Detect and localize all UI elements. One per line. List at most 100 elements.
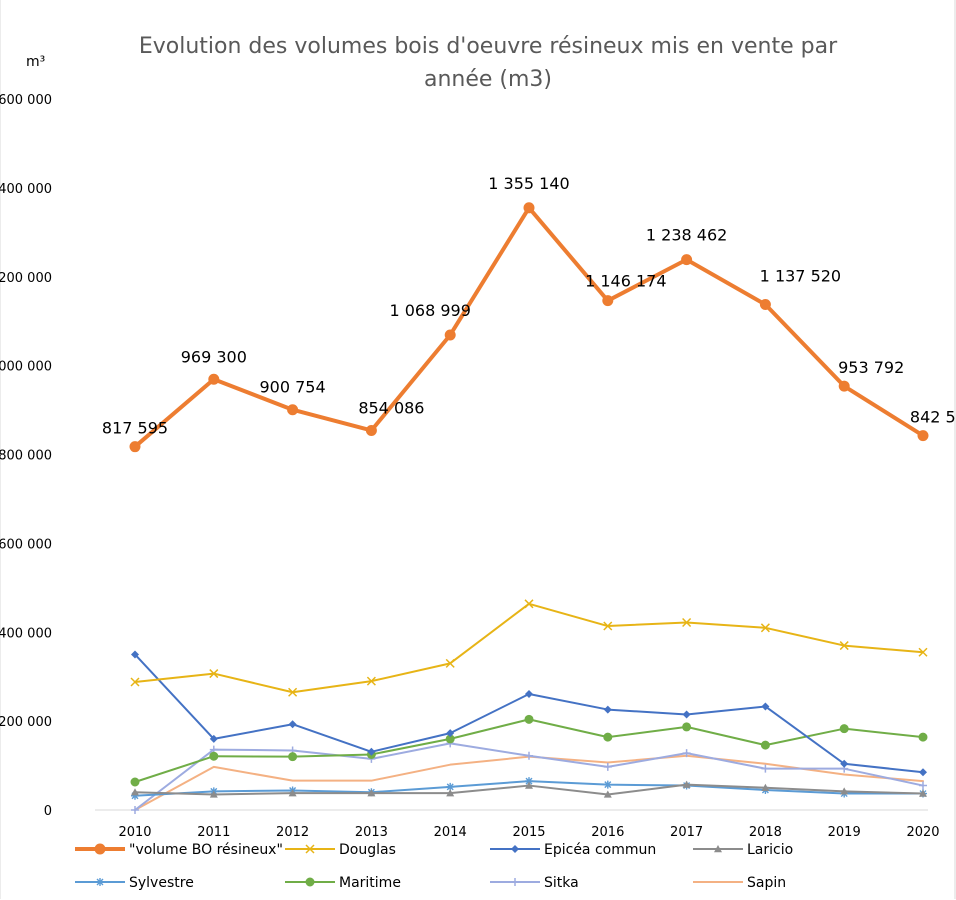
data-label: 1 238 462 <box>646 226 727 245</box>
x-tick-label: 2019 <box>828 825 861 840</box>
data-label: 817 595 <box>102 419 168 438</box>
data-point-maritime <box>524 714 534 724</box>
data-point-maritime <box>130 777 140 787</box>
y-tick-label: 800 000 <box>0 449 52 464</box>
data-point-douglas <box>682 617 692 628</box>
data-point-volume-bo-resineux <box>287 404 299 416</box>
data-label: 1 068 999 <box>389 301 470 320</box>
series-douglas <box>130 599 928 697</box>
series-line-douglas <box>134 602 924 694</box>
data-point-maritime <box>209 751 219 761</box>
data-point-laricio <box>603 790 612 798</box>
x-tick-label: 2016 <box>591 825 624 840</box>
data-point-douglas <box>603 621 613 631</box>
legend-label-laricio: Laricio <box>747 842 793 858</box>
data-label: 969 300 <box>181 347 247 366</box>
data-point-epicea-commun <box>446 729 455 738</box>
legend-marker-sitka <box>511 878 519 886</box>
data-point-sitka <box>603 762 612 771</box>
data-point-sylvestre <box>446 782 455 791</box>
x-tick-label: 2018 <box>749 825 782 840</box>
data-point-douglas <box>288 687 298 697</box>
data-point-sylvestre <box>603 780 612 789</box>
x-tick-label: 2014 <box>434 825 467 840</box>
data-point-laricio <box>919 789 927 797</box>
data-point-volume-bo-resineux <box>523 202 535 214</box>
data-point-volume-bo-resineux <box>444 329 456 341</box>
data-point-epicea-commun <box>919 768 927 777</box>
x-tick-label: 2010 <box>118 825 151 840</box>
data-point-volume-bo-resineux <box>129 441 141 453</box>
x-tick-label: 2012 <box>276 825 309 840</box>
legend-item-volume-bo-resineux: "volume BO résineux" <box>75 842 283 858</box>
data-point-douglas <box>760 623 770 633</box>
data-point-epicea-commun <box>840 759 849 768</box>
data-point-sitka <box>525 751 533 760</box>
data-point-sylvestre <box>131 791 139 800</box>
data-point-epicea-commun <box>525 690 533 699</box>
data-point-maritime <box>682 722 692 732</box>
data-point-epicea-commun <box>682 710 691 719</box>
legend-marker-epicea-commun <box>511 845 519 853</box>
legend-label-douglas: Douglas <box>339 842 396 858</box>
data-point-maritime <box>288 752 298 762</box>
data-point-douglas <box>918 647 928 657</box>
series-sitka <box>131 739 927 814</box>
data-point-volume-bo-resineux <box>759 299 771 311</box>
data-point-laricio <box>761 783 770 791</box>
y-tick-label: 0 <box>44 804 52 819</box>
data-point-douglas <box>209 669 219 679</box>
data-point-maritime <box>760 740 770 750</box>
y-tick-label: 200 000 <box>0 715 52 730</box>
x-tick-label: 2013 <box>355 825 388 840</box>
x-axis: 2010 2011 2012 2013 2014 2015 2016 2017 2018 2019… <box>95 809 940 840</box>
data-point-epicea-commun <box>209 734 218 743</box>
legend-label-sapin: Sapin <box>747 875 786 891</box>
data-point-laricio <box>288 789 297 797</box>
x-tick-label: 2020 <box>906 825 939 840</box>
legend-item-sitka: Sitka <box>490 875 579 891</box>
series-line-volume-bo-resineux <box>133 205 925 449</box>
legend: "volume BO résineux" Douglas Epicéa commun… <box>75 842 793 891</box>
y-tick-label: 1 600 000 <box>0 93 52 108</box>
data-point-epicea-commun <box>131 650 139 659</box>
y-tick-label: 1 200 000 <box>0 271 52 286</box>
legend-item-maritime: Maritime <box>285 875 401 891</box>
data-point-douglas <box>130 677 140 687</box>
legend-label-volume-bo-resineux: "volume BO résineux" <box>129 842 283 858</box>
data-label: 900 754 <box>260 378 326 397</box>
data-point-laricio <box>682 780 691 788</box>
legend-label-sylvestre: Sylvestre <box>129 875 194 891</box>
data-point-douglas <box>524 599 534 609</box>
data-point-laricio <box>131 788 139 796</box>
data-point-laricio <box>840 787 849 795</box>
data-point-laricio <box>525 781 533 789</box>
data-point-volume-bo-resineux <box>365 424 377 436</box>
data-point-sitka <box>682 749 691 758</box>
series-laricio <box>131 780 927 798</box>
data-labels-layer: 817 595 969 300 900 754 854 086 1 068 999 1 3… <box>102 174 956 438</box>
chart-title-line-2: année (m3) <box>424 67 552 92</box>
data-label: 842 571 <box>910 408 956 427</box>
legend-item-sapin: Sapin <box>693 875 786 891</box>
data-point-douglas <box>445 658 455 668</box>
data-point-epicea-commun <box>761 702 770 711</box>
x-tick-label: 2015 <box>512 825 545 840</box>
data-point-douglas <box>839 641 849 651</box>
legend-marker-volume-bo-resineux <box>94 843 106 855</box>
series-volume-bo-resineux <box>129 202 929 453</box>
data-point-sitka <box>919 781 927 790</box>
legend-item-douglas: Douglas <box>285 842 396 858</box>
data-point-volume-bo-resineux <box>838 380 850 392</box>
y-tick-label: 600 000 <box>0 537 52 552</box>
legend-label-epicea-commun: Epicéa commun <box>544 842 656 858</box>
legend-marker-douglas <box>305 844 315 854</box>
data-point-maritime <box>839 724 849 734</box>
data-point-epicea-commun <box>367 747 376 756</box>
legend-item-laricio: Laricio <box>693 842 793 858</box>
legend-marker-laricio <box>714 845 722 853</box>
legend-item-epicea-commun: Epicéa commun <box>490 842 656 858</box>
data-label: 1 146 174 <box>585 272 666 291</box>
y-axis-ticks: 0 200 000 400 000 600 000 800 000 1 000 000 1 … <box>0 93 52 819</box>
